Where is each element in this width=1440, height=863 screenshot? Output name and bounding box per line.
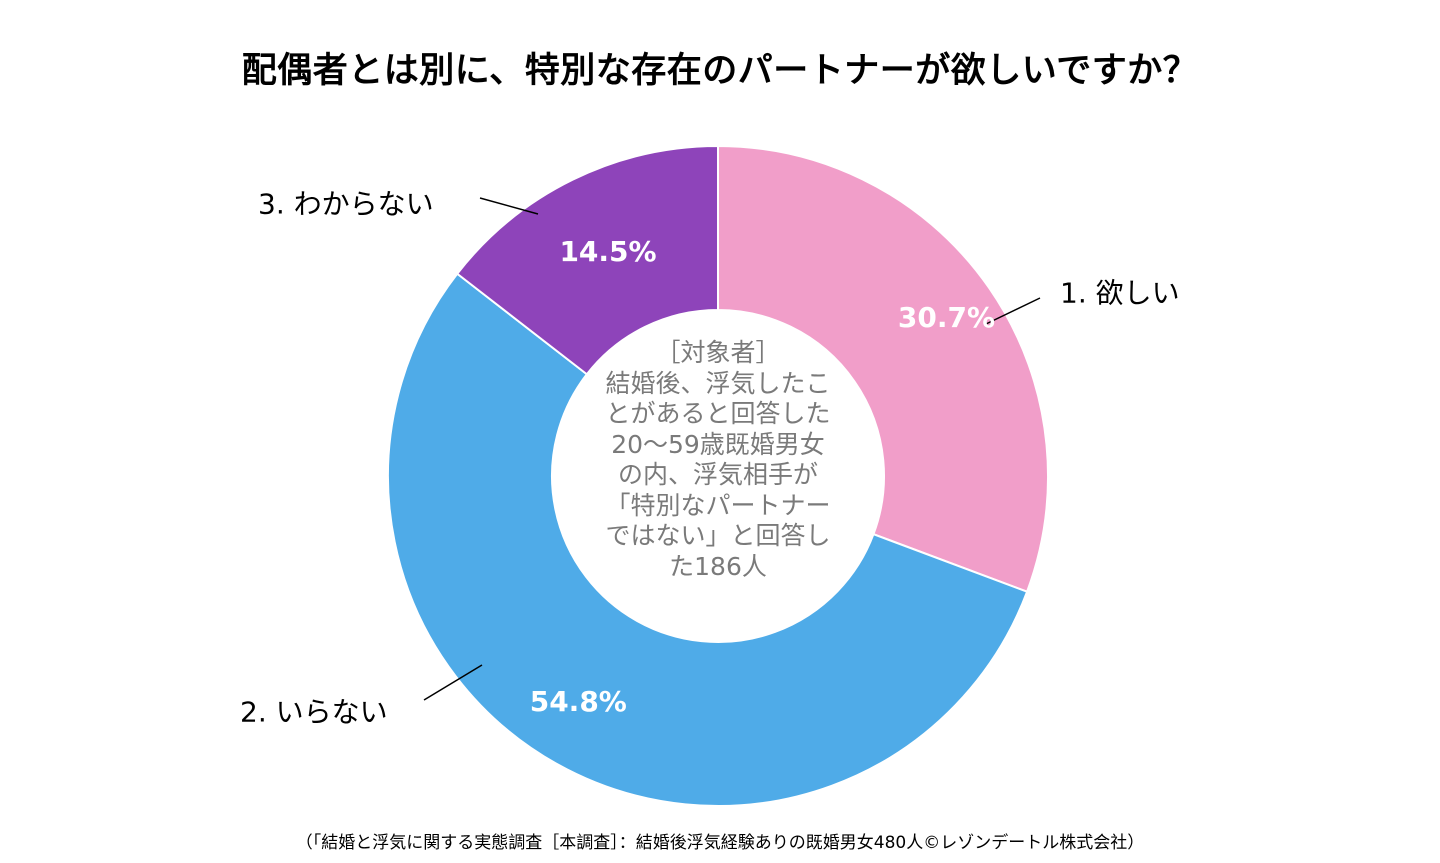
source-footer: （「結婚と浮気に関する実態調査［本調査］：結婚後浮気経験ありの既婚男女480人©…: [295, 833, 1145, 853]
value-label: 54.8%: [530, 685, 627, 718]
center-note-line: の内、浮気相手が: [617, 460, 818, 489]
slice-1: [717, 144, 1049, 593]
center-note-line: 20～59歳既婚男女: [611, 429, 825, 459]
center-note-line: 「特別なパートナー: [605, 490, 831, 520]
leader-line: [479, 197, 539, 215]
leader-line: [423, 664, 483, 701]
slice-3: [455, 144, 719, 376]
center-note-line: 結婚後、浮気したこ: [605, 368, 831, 398]
value-label: 14.5%: [559, 235, 656, 268]
value-label: 30.7%: [898, 301, 995, 334]
center-note-line: ［対象者］: [655, 338, 781, 367]
chart-title: 配偶者とは別に、特別な存在のパートナーが欲しいですか？: [241, 51, 1199, 91]
category-label: 3. わからない: [258, 188, 434, 221]
category-label: 2. いらない: [240, 696, 388, 729]
category-label: 1. 欲しい: [1060, 277, 1180, 310]
leader-line: [985, 297, 1041, 325]
center-note-line: た186人: [669, 551, 767, 581]
slice-2: [387, 272, 1029, 807]
center-note: ［対象者］ 結婚後、浮気したこ とがあると回答した 20～59歳既婚男女 の内、…: [566, 338, 870, 582]
center-note-line: ではない」と回答し: [605, 521, 831, 550]
center-note-line: とがあると回答した: [605, 399, 831, 428]
